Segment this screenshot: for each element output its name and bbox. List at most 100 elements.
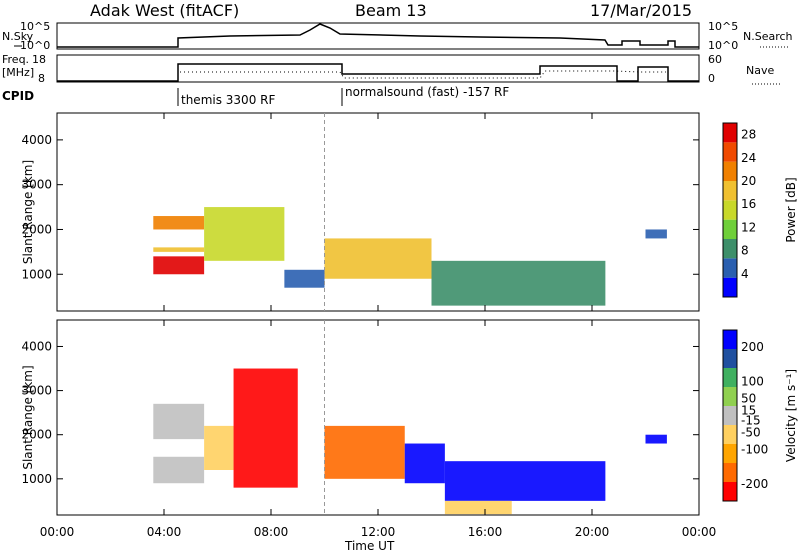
colorbar-swatch [723, 425, 737, 444]
cpid-segment-1: themis 3300 RF [181, 93, 275, 107]
freq-label-1: Freq. [2, 53, 29, 66]
colorbar-swatch [723, 200, 737, 220]
colorbar-swatch [723, 330, 737, 349]
colorbar-swatch [723, 181, 737, 201]
freq-tick-top: 18 [32, 53, 46, 66]
colorbar-tick-label: -50 [741, 426, 761, 440]
colorbar-title: Power [dB] [784, 177, 798, 242]
nsearch-tick-bottom: 10^0 [708, 39, 738, 52]
nsky-trace [57, 23, 699, 48]
panel-velocity: 1000 2000 3000 4000 00:00 04:00 08:00 12:00 16:0… [21, 319, 798, 539]
nsky-label: N.Sky [2, 30, 34, 43]
data-cell [153, 403, 205, 440]
data-cell [233, 368, 298, 488]
data-cell [444, 461, 606, 501]
x-tick-label: 00:00 [40, 525, 75, 539]
data-cell [204, 207, 285, 261]
data-cell [153, 256, 205, 275]
colorbar-swatch [723, 406, 737, 425]
colorbar-tick-label: 100 [741, 374, 764, 388]
nsky-tick-top: 10^5 [20, 20, 50, 33]
data-cell [324, 238, 432, 279]
date-label: 17/Mar/2015 [590, 1, 692, 20]
colorbar-tick-label: 24 [741, 151, 756, 165]
freq-tick-bottom: 8 [38, 72, 45, 85]
y-tick-label: 3000 [21, 384, 52, 398]
cpid-segment-2: normalsound (fast) -157 RF [345, 85, 509, 99]
y-axis-title: Slant Range [km] [21, 365, 35, 469]
colorbar-swatch [723, 444, 737, 463]
data-cell [204, 425, 234, 470]
nave-label: Nave [746, 64, 774, 77]
nsky-tick-bottom: 10^0 [20, 39, 50, 52]
colorbar-swatch [723, 161, 737, 181]
colorbar-swatch [723, 463, 737, 482]
x-tick-label: 20:00 [575, 525, 610, 539]
data-cell [153, 247, 205, 252]
y-tick-label: 3000 [21, 178, 52, 192]
nave-tick-top: 60 [708, 53, 722, 66]
cpid-strip: CPID themis 3300 RF normalsound (fast) -… [2, 85, 509, 107]
x-tick-label: 16:00 [468, 525, 503, 539]
freq-label-2: [MHz] [2, 66, 34, 79]
data-cell [645, 434, 667, 444]
colorbar-swatch [723, 482, 737, 501]
data-cell [284, 269, 325, 288]
colorbar-title: Velocity [m s⁻¹] [784, 369, 798, 462]
colorbar-tick-label: 8 [741, 244, 749, 258]
y-tick-label: 1000 [21, 267, 52, 281]
colorbar-tick-label: 4 [741, 267, 749, 281]
colorbar-swatch [723, 258, 737, 278]
colorbar-tick-label: 50 [741, 391, 756, 405]
heatmap-panels: 1000 2000 3000 4000 Slant Range [km] 4 8 12 16 20… [21, 112, 798, 539]
data-cell [324, 425, 405, 479]
colorbar-swatch [723, 219, 737, 239]
panel-power: 1000 2000 3000 4000 Slant Range [km] 4 8 12 16 20… [21, 112, 798, 312]
colorbar-tick-label: 200 [741, 340, 764, 354]
data-cell [153, 456, 205, 484]
x-tick-label: 08:00 [254, 525, 289, 539]
x-tick-label: 00:00 [682, 525, 717, 539]
x-tick-label: 12:00 [361, 525, 396, 539]
colorbar-frame [722, 329, 738, 502]
freq-trace [57, 63, 699, 82]
colorbar-tick-label: 12 [741, 220, 756, 234]
colorbar-tick-label: 16 [741, 197, 756, 211]
colorbar-frame [722, 122, 738, 298]
nsearch-tick-top: 10^5 [708, 20, 738, 33]
data-cell [431, 260, 606, 306]
colorbar-swatch [723, 368, 737, 387]
colorbar-swatch [723, 387, 737, 406]
x-axis-title: Time UT [344, 539, 395, 553]
colorbar-swatch [723, 277, 737, 297]
colorbar-tick-label: -200 [741, 477, 768, 491]
nsearch-label: N.Search [743, 30, 793, 43]
data-cell [645, 229, 667, 239]
beam-label: Beam 13 [355, 1, 427, 20]
colorbar-tick-label: 20 [741, 174, 756, 188]
colorbar-swatch [723, 239, 737, 259]
cpid-label: CPID [2, 89, 34, 103]
colorbar-tick-label: 28 [741, 128, 756, 142]
data-cell [153, 216, 205, 230]
y-tick-label: 4000 [21, 133, 52, 147]
data-cell [444, 500, 512, 515]
nsky-strip: N.Sky 10^5 10^0 10^5 10^0 N.Search [2, 20, 793, 52]
x-tick-label: 04:00 [147, 525, 182, 539]
y-tick-label: 4000 [21, 339, 52, 353]
station-title: Adak West (fitACF) [90, 1, 239, 20]
y-axis-title: Slant Range [km] [21, 160, 35, 264]
freq-strip: Freq. [MHz] 18 8 60 0 Nave [2, 53, 780, 85]
y-tick-label: 2000 [21, 428, 52, 442]
nave-tick-bottom: 0 [708, 72, 715, 85]
y-tick-label: 1000 [21, 472, 52, 486]
colorbar-tick-label: -15 [741, 414, 761, 428]
colorbar-swatch [723, 349, 737, 368]
colorbar-tick-label: -100 [741, 443, 768, 457]
colorbar-swatch [723, 123, 737, 143]
colorbar-swatch [723, 142, 737, 162]
colorbar-tick-label: 15 [741, 403, 756, 417]
data-cell [404, 443, 445, 484]
y-tick-label: 2000 [21, 222, 52, 236]
